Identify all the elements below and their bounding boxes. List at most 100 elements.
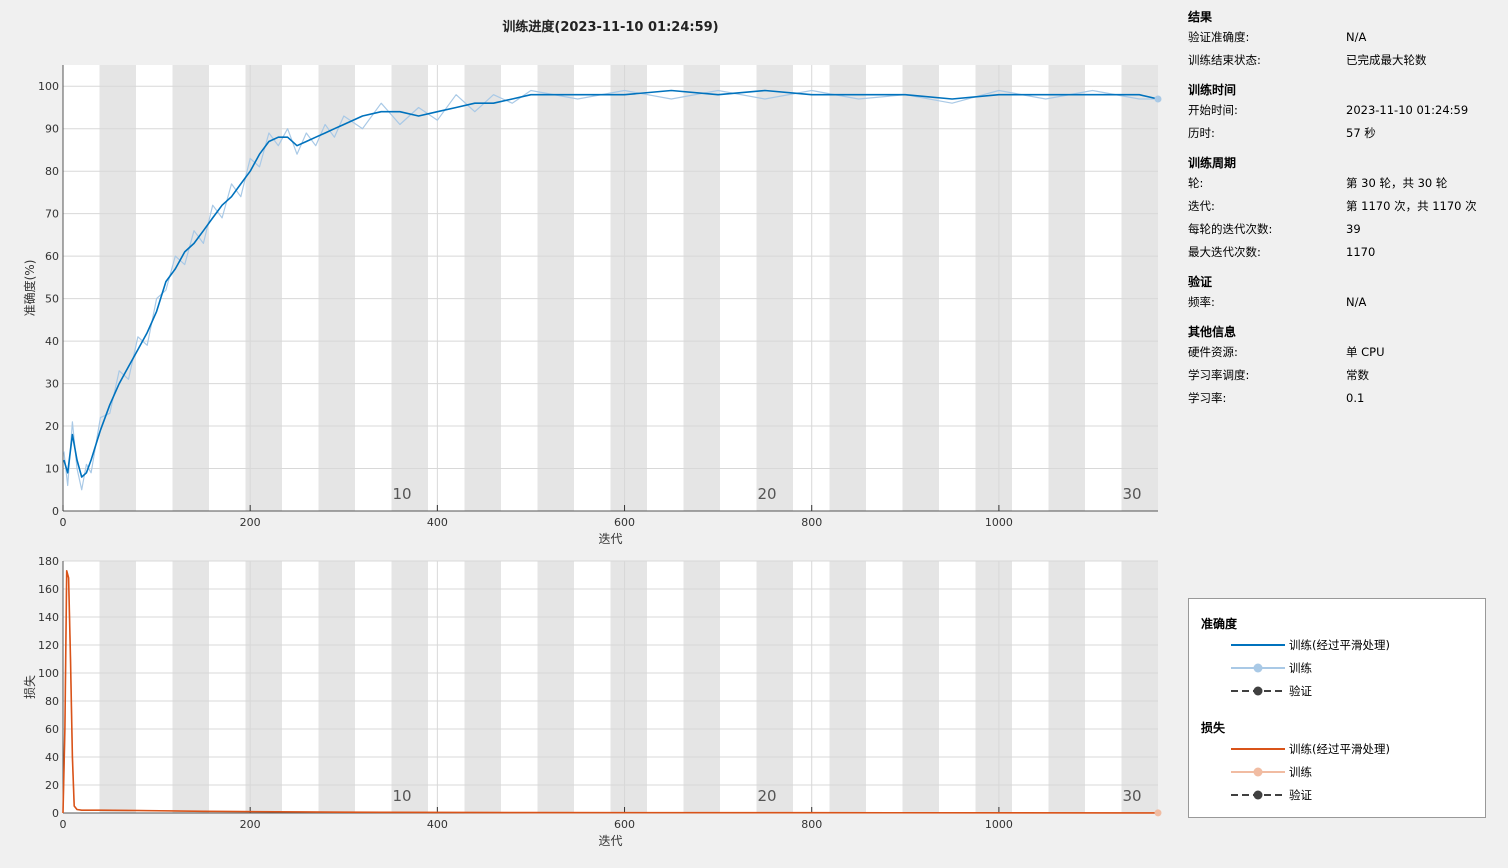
legend-line-acc-val bbox=[1231, 686, 1285, 696]
info-value: 第 30 轮，共 30 轮 bbox=[1346, 176, 1448, 190]
legend-item-loss-train: 训练 bbox=[1229, 763, 1312, 781]
info-row-end-status: 训练结束状态: 已完成最大轮数 bbox=[1188, 49, 1498, 72]
epoch-band bbox=[1048, 561, 1085, 813]
y-tick-label: 60 bbox=[45, 250, 59, 263]
section-title-training-cycle: 训练周期 bbox=[1188, 156, 1237, 170]
loss-y-axis-label: 损失 bbox=[22, 675, 37, 699]
epoch-band bbox=[683, 561, 720, 813]
loss-smoothed-line bbox=[62, 569, 1159, 814]
info-row-frequency: 频率: N/A bbox=[1188, 291, 1498, 314]
legend: 准确度 训练(经过平滑处理) 训练 验证 损失 训练(经过平滑处理) 训练 验证 bbox=[1188, 598, 1486, 818]
info-row-hardware: 硬件资源: 单 CPU bbox=[1188, 341, 1498, 364]
epoch-label: 30 bbox=[1122, 787, 1141, 805]
loss-plot-area bbox=[62, 560, 1162, 817]
y-tick-label: 140 bbox=[38, 611, 59, 624]
info-value: 常数 bbox=[1346, 368, 1369, 382]
accuracy-x-axis-label: 迭代 bbox=[598, 532, 622, 546]
epoch-band bbox=[537, 561, 574, 813]
epoch-band bbox=[318, 561, 355, 813]
x-tick-label: 200 bbox=[240, 818, 261, 831]
info-key: 最大迭代次数: bbox=[1188, 245, 1261, 259]
epoch-band bbox=[391, 65, 428, 511]
epoch-band bbox=[829, 561, 866, 813]
info-key: 频率: bbox=[1188, 295, 1215, 309]
info-row-elapsed: 历时: 57 秒 bbox=[1188, 122, 1498, 145]
x-tick-label: 200 bbox=[240, 516, 261, 529]
legend-item-acc-smoothed: 训练(经过平滑处理) bbox=[1229, 636, 1390, 654]
y-tick-label: 40 bbox=[45, 751, 59, 764]
epoch-band bbox=[1121, 561, 1158, 813]
legend-label: 训练 bbox=[1289, 765, 1312, 779]
info-row-max-iterations: 最大迭代次数: 1170 bbox=[1188, 241, 1498, 264]
info-value: 第 1170 次，共 1170 次 bbox=[1346, 199, 1477, 213]
x-tick-label: 400 bbox=[427, 516, 448, 529]
info-key: 学习率: bbox=[1188, 391, 1227, 405]
y-tick-label: 160 bbox=[38, 583, 59, 596]
epoch-band bbox=[975, 561, 1012, 813]
epoch-band bbox=[245, 561, 282, 813]
epoch-band bbox=[1048, 65, 1085, 511]
info-key: 轮: bbox=[1188, 176, 1204, 190]
epoch-band bbox=[391, 561, 428, 813]
training-plots[interactable]: 0 200 400 600 800 100001020304050607080901001… bbox=[0, 0, 1170, 868]
training-info-panel: 结果 验证准确度: N/A 训练结束状态: 已完成最大轮数 训练时间 开始时间: 20… bbox=[1188, 6, 1498, 410]
info-row-epoch: 轮: 第 30 轮，共 30 轮 bbox=[1188, 172, 1498, 195]
x-tick-label: 400 bbox=[427, 818, 448, 831]
legend-label: 验证 bbox=[1289, 788, 1312, 802]
info-row-learning-rate: 学习率: 0.1 bbox=[1188, 387, 1498, 410]
y-tick-label: 40 bbox=[45, 335, 59, 348]
info-key: 开始时间: bbox=[1188, 103, 1238, 117]
legend-loss-title: 损失 bbox=[1201, 721, 1226, 735]
info-value: 单 CPU bbox=[1346, 345, 1385, 359]
epoch-band bbox=[975, 65, 1012, 511]
y-tick-label: 100 bbox=[38, 80, 59, 93]
y-tick-label: 70 bbox=[45, 208, 59, 221]
y-tick-label: 0 bbox=[52, 505, 59, 518]
info-key: 学习率调度: bbox=[1188, 368, 1250, 382]
info-value: 1170 bbox=[1346, 245, 1376, 259]
x-tick-label: 1000 bbox=[985, 516, 1013, 529]
legend-label: 训练(经过平滑处理) bbox=[1289, 742, 1390, 756]
legend-line-acc-smoothed bbox=[1231, 644, 1285, 646]
section-title-other-info: 其他信息 bbox=[1188, 325, 1237, 339]
epoch-band bbox=[829, 65, 866, 511]
info-key: 每轮的迭代次数: bbox=[1188, 222, 1273, 236]
y-tick-label: 50 bbox=[45, 293, 59, 306]
loss-final-point bbox=[1154, 809, 1162, 817]
legend-line-loss-val bbox=[1231, 790, 1285, 800]
legend-item-loss-smoothed: 训练(经过平滑处理) bbox=[1229, 740, 1390, 758]
legend-accuracy-title: 准确度 bbox=[1201, 617, 1238, 631]
info-key: 迭代: bbox=[1188, 199, 1215, 213]
info-row-iterations-per-epoch: 每轮的迭代次数: 39 bbox=[1188, 218, 1498, 241]
info-value: 57 秒 bbox=[1346, 126, 1376, 140]
plot-title: 训练进度(2023-11-10 01:24:59) bbox=[502, 20, 719, 35]
epoch-band bbox=[610, 65, 647, 511]
accuracy-y-axis-label: 准确度(%) bbox=[22, 260, 37, 317]
x-tick-label: 1000 bbox=[985, 818, 1013, 831]
epoch-band bbox=[756, 65, 793, 511]
y-tick-label: 90 bbox=[45, 123, 59, 136]
info-row-lr-schedule: 学习率调度: 常数 bbox=[1188, 364, 1498, 387]
epoch-label: 30 bbox=[1122, 485, 1141, 503]
epoch-band bbox=[464, 65, 501, 511]
accuracy-plot-area bbox=[62, 65, 1162, 512]
y-tick-label: 80 bbox=[45, 165, 59, 178]
loss-x-axis-label: 迭代 bbox=[598, 834, 622, 848]
epoch-label: 20 bbox=[757, 485, 776, 503]
x-tick-label: 600 bbox=[614, 516, 635, 529]
accuracy-final-point bbox=[1154, 95, 1162, 103]
epoch-band bbox=[756, 561, 793, 813]
info-value: 2023-11-10 01:24:59 bbox=[1346, 103, 1469, 117]
epoch-band bbox=[172, 65, 209, 511]
epoch-band bbox=[464, 561, 501, 813]
y-tick-label: 100 bbox=[38, 667, 59, 680]
info-row-iteration: 迭代: 第 1170 次，共 1170 次 bbox=[1188, 195, 1498, 218]
legend-line-loss-smoothed bbox=[1231, 748, 1285, 750]
epoch-band bbox=[537, 65, 574, 511]
epoch-band bbox=[610, 561, 647, 813]
x-tick-label: 0 bbox=[60, 516, 67, 529]
info-key: 验证准确度: bbox=[1188, 30, 1250, 44]
epoch-band bbox=[902, 561, 939, 813]
epoch-band bbox=[99, 65, 136, 511]
y-tick-label: 20 bbox=[45, 420, 59, 433]
